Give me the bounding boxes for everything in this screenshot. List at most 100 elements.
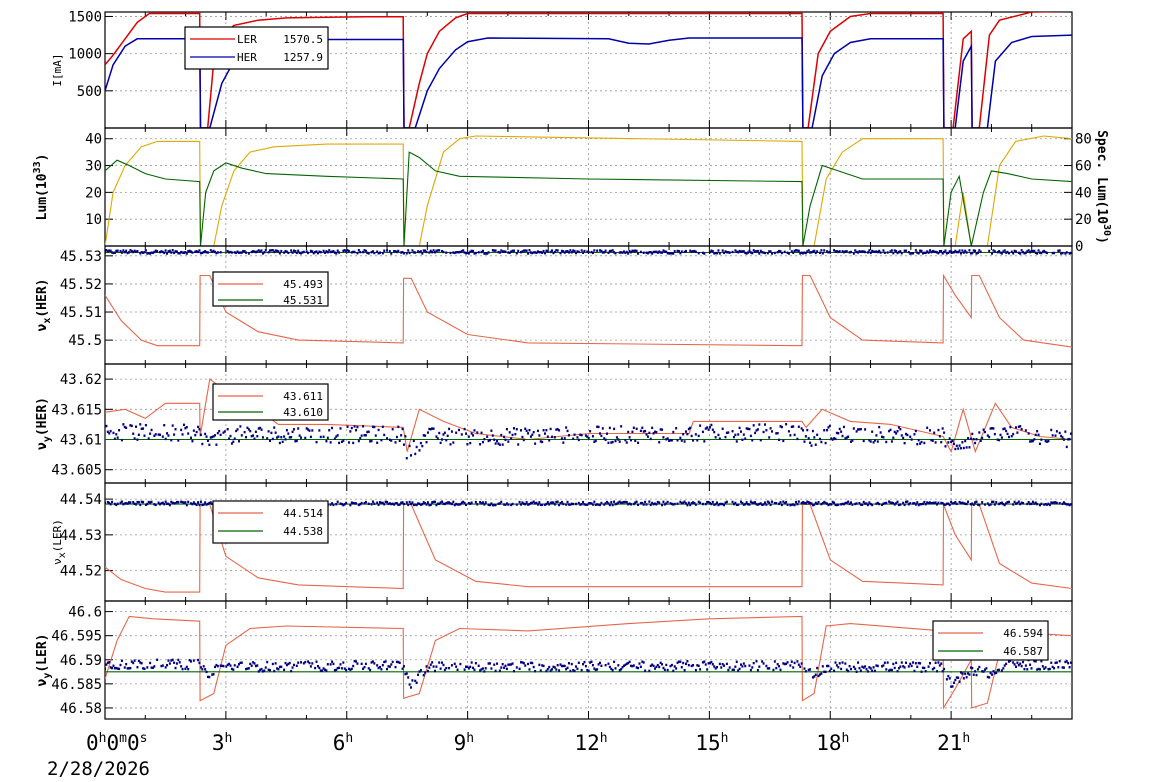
data-point	[852, 665, 855, 669]
data-point	[259, 426, 262, 430]
data-point	[292, 249, 295, 252]
data-point	[563, 437, 566, 440]
data-point	[139, 423, 142, 426]
data-point	[239, 425, 242, 428]
data-point	[1024, 251, 1027, 254]
data-point	[419, 503, 422, 506]
data-point	[755, 250, 758, 253]
data-point	[226, 249, 229, 253]
data-point	[213, 665, 216, 669]
data-point	[167, 434, 170, 437]
y-axis-label: νy(LER)	[35, 634, 53, 687]
data-point	[930, 250, 933, 254]
data-point	[386, 500, 389, 504]
data-point	[555, 668, 558, 671]
data-point	[907, 665, 910, 668]
data-point	[1046, 440, 1049, 443]
data-point	[732, 502, 735, 506]
data-point	[1064, 502, 1067, 505]
data-point	[345, 668, 348, 672]
data-point	[679, 500, 682, 504]
data-point	[402, 443, 405, 446]
data-point	[1005, 429, 1008, 433]
data-point	[840, 503, 843, 506]
data-point	[496, 439, 499, 443]
data-point	[367, 252, 370, 255]
data-point	[916, 442, 919, 446]
data-point	[600, 664, 603, 667]
data-point	[181, 667, 184, 671]
data-point	[479, 443, 482, 446]
data-point	[799, 252, 802, 255]
data-point	[565, 426, 568, 429]
data-point	[463, 427, 466, 431]
data-point	[357, 249, 360, 252]
data-point	[652, 250, 655, 254]
data-point	[697, 500, 700, 504]
data-point	[923, 500, 926, 504]
data-point	[711, 500, 714, 504]
data-point	[328, 249, 331, 252]
data-point	[723, 251, 726, 255]
data-point	[119, 501, 122, 505]
data-point	[725, 431, 728, 435]
data-point	[346, 249, 349, 252]
data-point	[298, 251, 301, 255]
data-point	[267, 668, 270, 671]
data-point	[991, 252, 994, 255]
data-point	[934, 250, 937, 254]
data-point	[197, 250, 200, 254]
data-point	[357, 439, 360, 443]
data-point	[969, 503, 972, 506]
data-point	[328, 429, 331, 432]
data-point	[738, 426, 741, 430]
data-point	[954, 678, 957, 682]
data-point	[596, 503, 599, 506]
data-point	[748, 503, 751, 506]
data-point	[1067, 503, 1070, 506]
data-point	[288, 661, 291, 665]
data-point	[338, 441, 341, 445]
data-point	[480, 431, 483, 435]
data-point	[287, 662, 290, 666]
data-point	[362, 425, 365, 428]
data-point	[105, 251, 106, 254]
data-point	[510, 503, 513, 507]
data-point	[672, 669, 675, 672]
data-point	[132, 250, 135, 254]
data-point	[572, 249, 575, 252]
y-tick-label: 45.5	[68, 333, 102, 349]
data-point	[762, 662, 765, 665]
data-point	[892, 251, 895, 255]
data-point	[793, 661, 796, 665]
data-point	[614, 439, 617, 443]
data-point	[194, 250, 197, 254]
data-point	[355, 429, 358, 432]
data-point	[206, 502, 209, 506]
data-point	[573, 249, 576, 253]
data-point	[947, 441, 950, 444]
data-point	[116, 436, 119, 439]
data-point	[298, 434, 301, 437]
data-point	[157, 433, 160, 436]
data-point	[882, 502, 885, 505]
data-point	[507, 440, 510, 443]
data-point	[174, 666, 177, 670]
data-point	[975, 673, 978, 677]
data-point	[866, 251, 869, 254]
data-point	[331, 660, 334, 663]
data-point	[352, 664, 355, 668]
data-point	[835, 503, 838, 507]
data-point	[407, 676, 410, 679]
data-point	[706, 668, 709, 671]
data-point	[661, 663, 664, 666]
data-point	[699, 424, 702, 427]
data-point	[278, 665, 281, 669]
data-point	[369, 668, 372, 672]
data-point	[699, 501, 702, 504]
data-point	[350, 501, 353, 504]
data-point	[771, 430, 774, 433]
data-point	[649, 664, 652, 668]
data-point	[448, 427, 451, 431]
